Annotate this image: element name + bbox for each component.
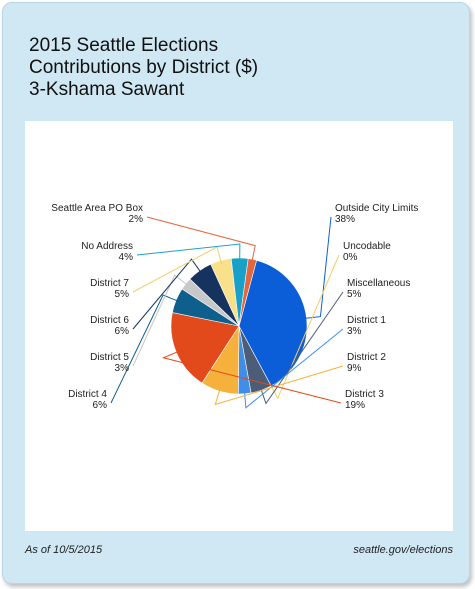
leader-line-district-5 [132,274,190,367]
slice-value-district-3: 19% [345,400,365,411]
chart-title: 2015 Seattle Elections Contributions by … [29,35,258,101]
slice-label-miscellaneous: Miscellaneous [347,278,410,289]
leader-line-no-address [136,243,241,263]
chart-card: 2015 Seattle Elections Contributions by … [2,2,470,584]
slice-label-seattle-area-po-box: Seattle Area PO Box [51,203,143,214]
slice-value-uncodable: 0% [343,252,358,263]
slice-label-district-6: District 6 [90,315,129,326]
leader-line-miscellaneous [259,291,344,405]
leader-line-district-7 [132,246,223,293]
leader-line-seattle-area-po-box [146,216,256,264]
slice-value-seattle-area-po-box: 2% [129,214,144,225]
leader-line-district-3 [161,350,342,404]
leader-line-district-4 [110,294,180,404]
slice-label-district-4: District 4 [68,389,107,400]
slice-label-district-2: District 2 [347,352,386,363]
slice-label-uncodable: Uncodable [343,241,391,252]
leader-line-district-2 [214,365,344,406]
slice-label-district-5: District 5 [90,352,129,363]
title-line-2: Contributions by District ($) [29,57,259,78]
slice-value-district-1: 3% [347,326,362,337]
slice-label-no-address: No Address [81,241,133,252]
slice-value-district-2: 9% [347,363,362,374]
source-link[interactable]: seattle.gov/elections [353,544,453,556]
slice-label-outside-city-limits: Outside City Limits [335,203,418,214]
chart-panel: Outside City Limits 38% Uncodable 0% Miscell… [25,121,453,531]
slice-value-miscellaneous: 5% [347,289,362,300]
slice-value-district-7: 5% [115,289,130,300]
title-line-1: 2015 Seattle Elections [29,35,219,56]
slice-value-no-address: 4% [119,252,134,263]
slice-value-district-6: 6% [115,326,130,337]
slice-label-district-1: District 1 [347,315,386,326]
slice-label-district-3: District 3 [345,389,384,400]
slice-value-district-5: 3% [115,363,130,374]
slice-value-district-4: 6% [93,400,108,411]
slice-label-district-7: District 7 [90,278,129,289]
slice-value-outside-city-limits: 38% [335,214,355,225]
as-of-date: As of 10/5/2015 [25,544,103,556]
title-line-3: 3-Kshama Sawant [29,79,185,100]
leader-line-outside-city-limits [302,216,332,320]
leader-line-district-6 [132,258,203,330]
